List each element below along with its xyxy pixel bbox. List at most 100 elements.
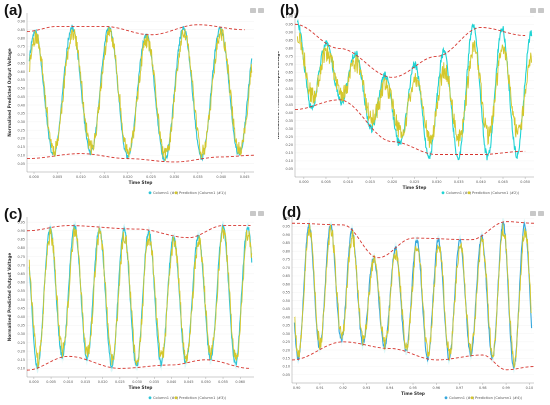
y-tick-label: 0.85: [17, 28, 25, 32]
y-tick-label: 0.40: [285, 111, 293, 115]
y-tick-label: 0.30: [285, 127, 293, 131]
panel-a: 0.90 0.85 0.80 0.75 0.70 0.65 0.60 0.55 0.50 0.45…: [0, 0, 270, 200]
chart-menu-button[interactable]: [530, 211, 536, 216]
chart-export-button[interactable]: [538, 8, 544, 13]
x-tick-label: 0.000: [29, 380, 39, 384]
y-tick-label: 1.00: [282, 216, 290, 220]
legend-label-prediction: Prediction (Column1 (#3)): [179, 396, 227, 400]
panel-label: (d): [282, 204, 301, 221]
y-tick-label: 0.70: [17, 53, 25, 57]
x-tick-label: 0.035: [149, 380, 159, 384]
y-tick-label: 0.80: [285, 47, 293, 51]
x-tick-label: 0.91: [316, 386, 324, 390]
y-tick-label: 0.40: [17, 315, 25, 319]
x-tick-label: 0.030: [432, 180, 442, 184]
y-tick-label: 0.60: [17, 281, 25, 285]
chart-export-button[interactable]: [538, 211, 544, 216]
y-tick-label: 0.70: [285, 63, 293, 67]
lower-envelope: [291, 341, 535, 371]
y-tick-label: 0.35: [17, 324, 25, 328]
legend-label-prediction: Prediction (Column1 (#1)): [179, 191, 227, 195]
x-tick-label: 0.045: [184, 380, 194, 384]
x-tick-label: 0.030: [132, 380, 142, 384]
x-tick-label: 0.99: [502, 386, 510, 390]
y-tick-label: 0.05: [282, 373, 290, 377]
x-tick-label: 0.020: [98, 380, 108, 384]
y-tick-label: 0.65: [17, 272, 25, 276]
y-tick-label: 0.65: [282, 274, 290, 278]
x-tick-label: 0.035: [193, 175, 203, 179]
y-tick-label: 0.25: [17, 341, 25, 345]
y-tick-label: 0.10: [282, 365, 290, 369]
y-tick-label: 0.80: [17, 246, 25, 250]
y-tick-label: 0.40: [17, 103, 25, 107]
x-tick-label: 0.96: [432, 386, 440, 390]
legend-marker-prediction: [174, 396, 178, 400]
y-tick-label: 0.85: [17, 238, 25, 242]
x-axis-label: Time Step: [403, 185, 427, 190]
x-tick-label: 0.045: [240, 175, 250, 179]
legend-marker-prediction: [470, 396, 474, 400]
y-tick-label: 0.60: [17, 70, 25, 74]
y-axis-label: Normalised Predicted Output Voltage: [278, 51, 280, 140]
series-prediction: [294, 223, 532, 369]
y-tick-label: 0.30: [17, 332, 25, 336]
y-tick-label: 0.40: [282, 315, 290, 319]
x-tick-label: 0.025: [115, 380, 125, 384]
y-tick-label: 0.50: [282, 299, 290, 303]
y-tick-label: 0.15: [285, 151, 293, 155]
x-tick-label: 0.005: [46, 380, 56, 384]
chart-menu-button[interactable]: [530, 8, 536, 13]
y-tick-label: 0.30: [282, 332, 290, 336]
chart-export-button[interactable]: [258, 8, 264, 13]
x-tick-label: 0.060: [235, 380, 245, 384]
legend-marker-prediction: [174, 191, 178, 195]
y-tick-label: 0.10: [285, 159, 293, 163]
legend-label-actual: Column1 (#4): [449, 396, 475, 400]
x-tick-label: 0.040: [476, 180, 486, 184]
x-axis-label: Time Step: [401, 391, 425, 396]
y-tick-label: 0.45: [282, 307, 290, 311]
y-axis-label: Normalised Predicted Output Voltage: [7, 48, 12, 137]
y-tick-label: 0.70: [282, 266, 290, 270]
chart-menu-button[interactable]: [250, 8, 256, 13]
y-tick-label: 0.05: [285, 167, 293, 171]
chart-menu-button[interactable]: [250, 211, 256, 216]
legend-marker-actual: [441, 191, 445, 195]
legend-label-actual: Column1 (#3): [153, 396, 179, 400]
legend-marker-actual: [148, 396, 152, 400]
y-tick-label: 0.15: [17, 145, 25, 149]
upper-envelope: [26, 225, 251, 239]
panel-b: 1.00 0.95 0.90 0.85 0.80 0.75 0.70 0.65 0.60 0.55…: [278, 0, 550, 200]
series-prediction: [28, 226, 253, 369]
x-tick-label: 0.030: [170, 175, 180, 179]
lower-envelope: [26, 355, 251, 371]
x-tick-label: 0.040: [216, 175, 226, 179]
y-tick-label: 0.75: [282, 258, 290, 262]
panel-label: (a): [4, 2, 22, 19]
y-tick-label: 0.60: [285, 79, 293, 83]
chart-export-button[interactable]: [258, 211, 264, 216]
x-tick-label: 0.97: [456, 386, 464, 390]
legend-label-prediction: Prediction (Column1 (#4)): [475, 396, 523, 400]
y-tick-label: 0.90: [282, 233, 290, 237]
x-tick-label: 0.95: [409, 386, 417, 390]
x-tick-label: 0.010: [343, 180, 353, 184]
series-actual: [293, 221, 533, 369]
x-axis-label: Time Step: [129, 180, 153, 185]
x-tick-label: 0.000: [299, 180, 309, 184]
y-tick-label: 0.65: [285, 71, 293, 75]
legend-marker-actual: [148, 191, 152, 195]
legend-label-prediction: Prediction (Column1 (#2)): [472, 191, 520, 195]
chart-svg: 0.90 0.85 0.80 0.75 0.70 0.65 0.60 0.55 0.50 0.45…: [4, 2, 264, 195]
y-tick-label: 0.55: [17, 78, 25, 82]
y-tick-label: 0.25: [282, 340, 290, 344]
y-tick-label: 0.55: [282, 291, 290, 295]
y-tick-label: 0.90: [285, 30, 293, 34]
y-tick-label: 0.55: [285, 87, 293, 91]
y-tick-label: 0.70: [17, 263, 25, 267]
x-tick-label: 0.045: [498, 180, 508, 184]
y-tick-label: 0.20: [17, 137, 25, 141]
panel-c: 0.95 0.90 0.85 0.80 0.75 0.70 0.65 0.60 0.55 0.50…: [0, 203, 270, 405]
